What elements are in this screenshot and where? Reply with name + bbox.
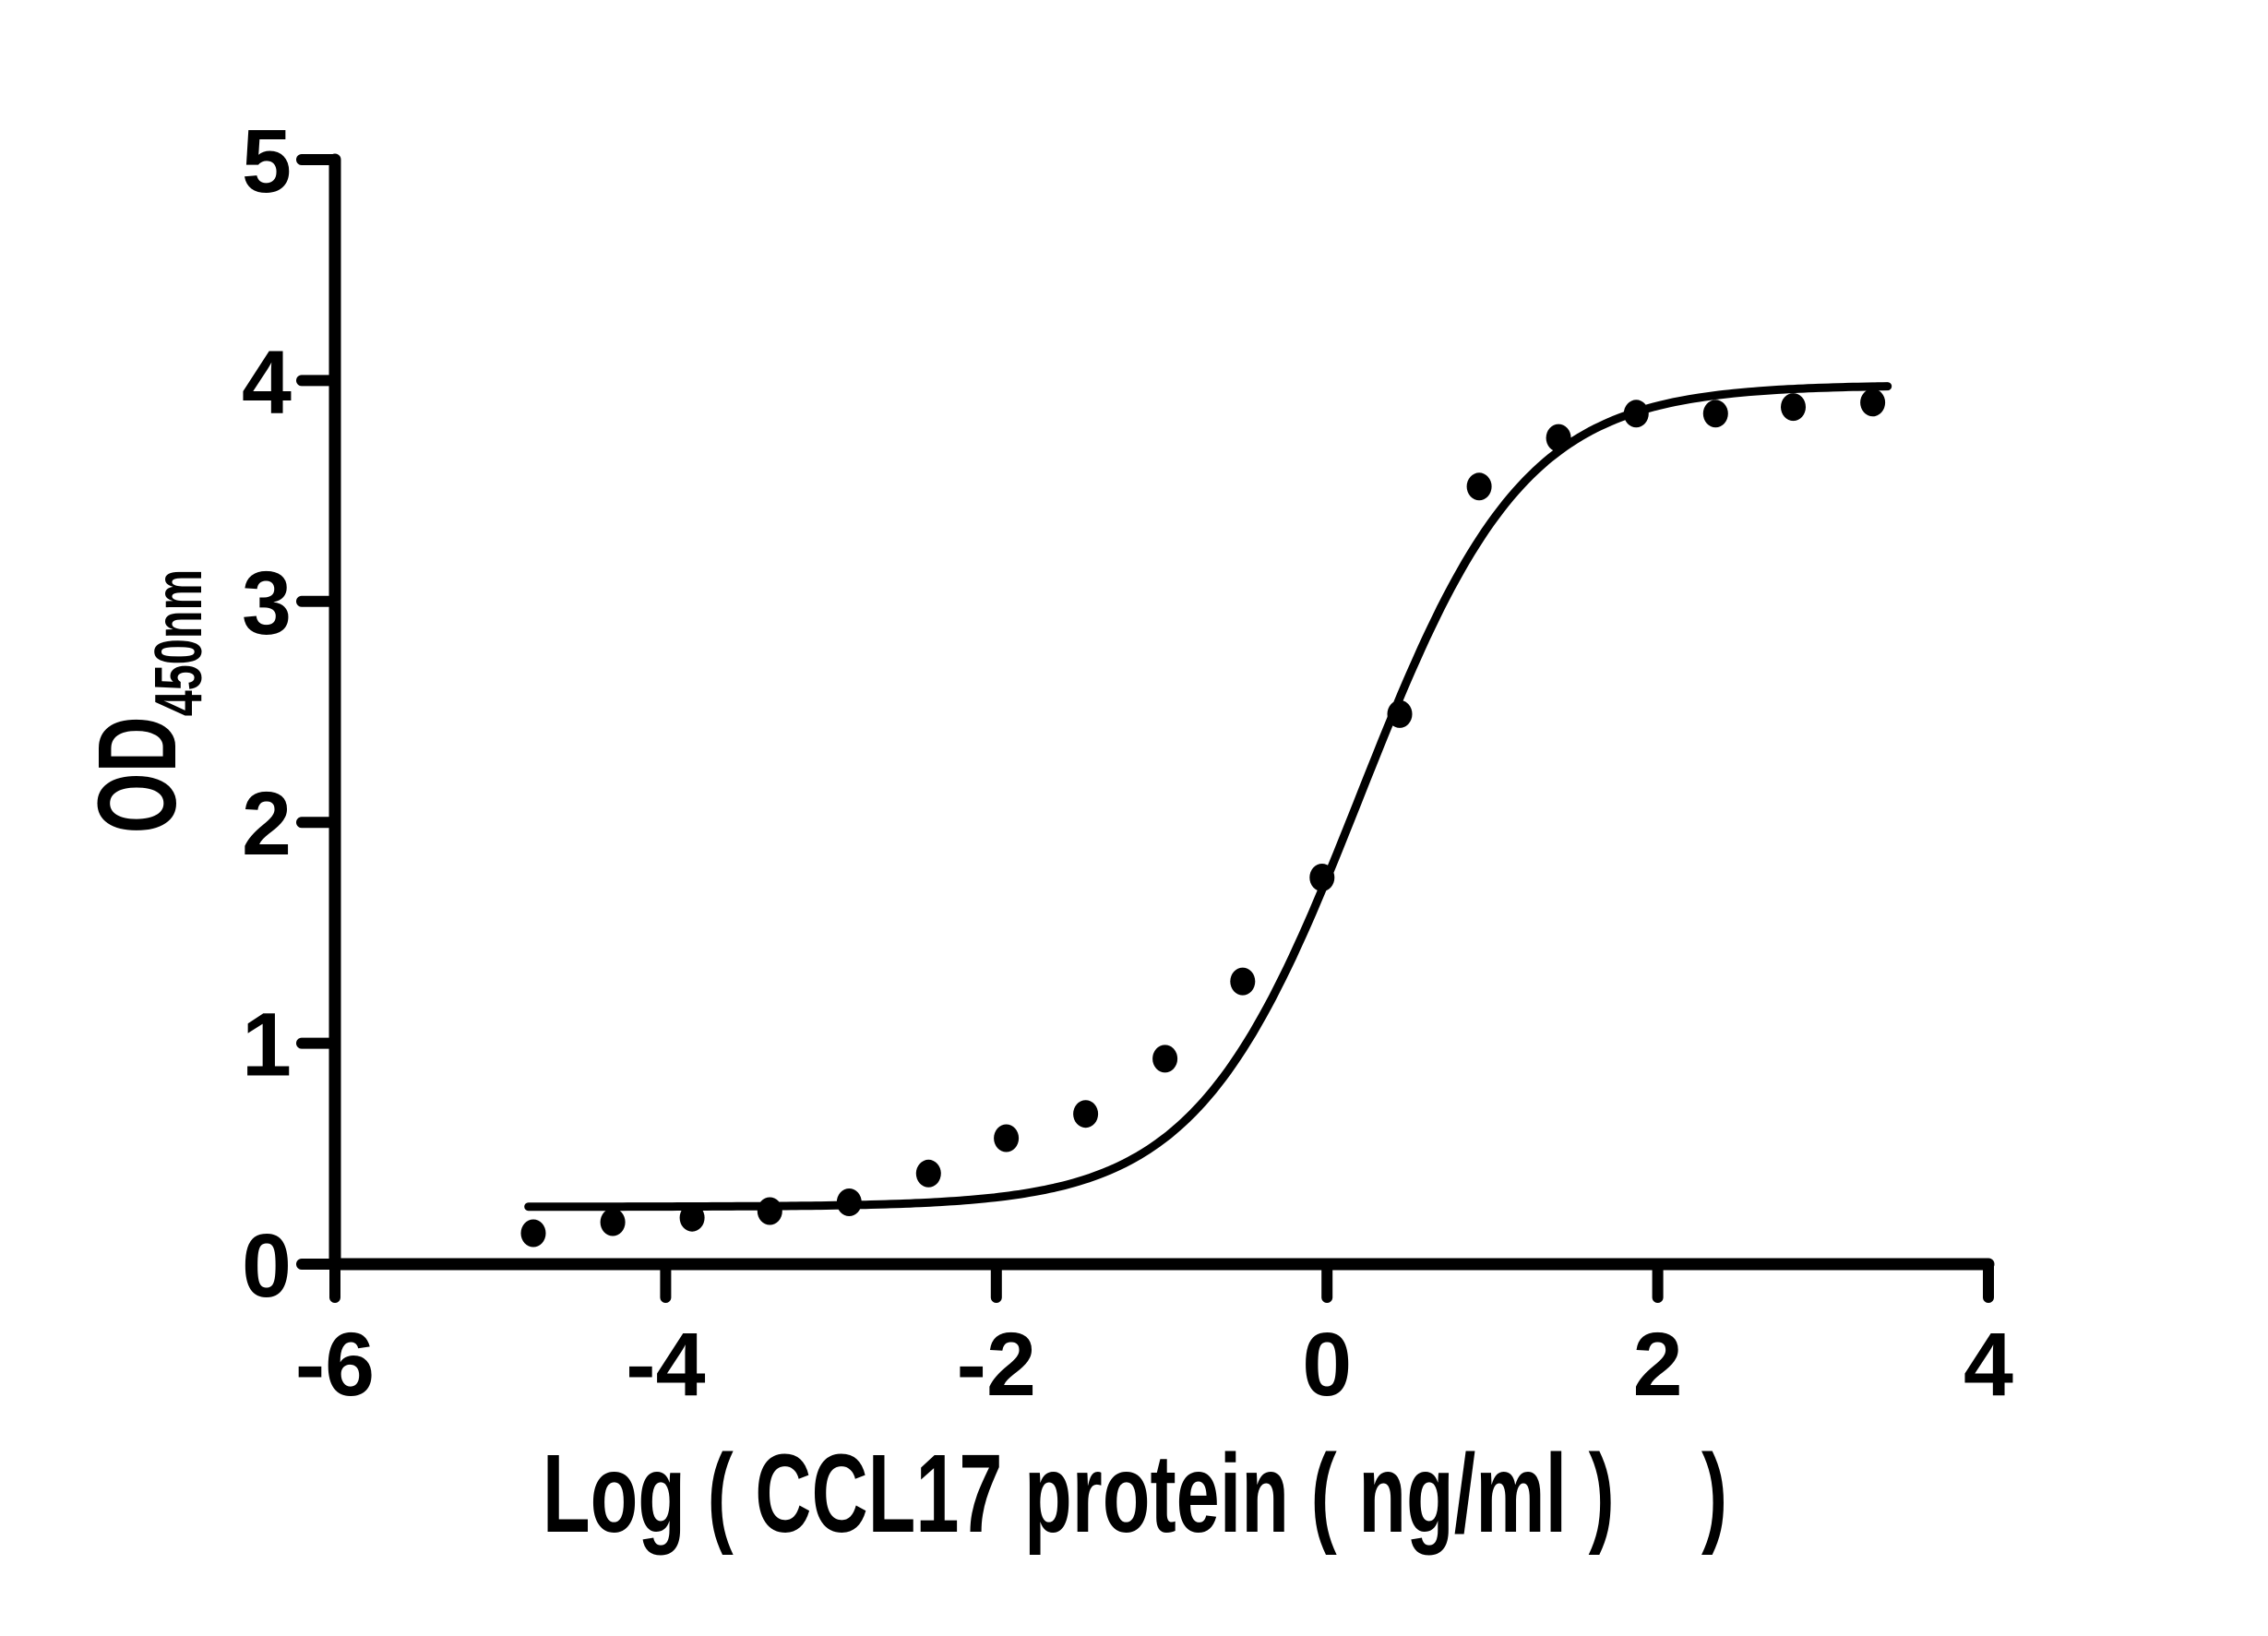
data-point (600, 1208, 626, 1236)
data-point (1623, 400, 1649, 428)
x-tick-label: 0 (1302, 1314, 1352, 1415)
y-tick-label: 5 (242, 111, 292, 211)
x-tick-label: -2 (957, 1314, 1036, 1415)
data-point (1781, 393, 1806, 422)
y-axis-title-main: OD (75, 716, 200, 833)
data-point (1546, 424, 1571, 452)
x-tick-label: -6 (295, 1314, 375, 1415)
data-point (1309, 864, 1335, 891)
data-point (915, 1159, 941, 1188)
data-point (1152, 1045, 1178, 1073)
data-point (520, 1219, 546, 1248)
data-point (1702, 400, 1728, 428)
data-point (1073, 1100, 1099, 1128)
data-point (1860, 388, 1886, 417)
fit-curve (524, 382, 1892, 1212)
data-point (757, 1197, 782, 1225)
data-point (836, 1188, 862, 1216)
data-point (994, 1124, 1020, 1152)
y-tick-label: 2 (242, 773, 292, 874)
x-tick-label: 4 (1964, 1314, 2013, 1415)
data-point (1466, 472, 1492, 501)
y-tick-label: 3 (242, 553, 292, 653)
data-points (520, 388, 1886, 1248)
x-tick-label: -4 (626, 1314, 705, 1415)
x-axis-title: Log ( CCL17 protein ( ng/ml ) ) (543, 1431, 1727, 1557)
y-tick-label: 1 (242, 995, 292, 1095)
x-tick-label: 2 (1633, 1314, 1683, 1415)
x-tick-labels: -6 -4 -2 0 2 4 (295, 1314, 2013, 1415)
data-point (1387, 699, 1413, 728)
data-point (679, 1203, 705, 1232)
y-tick-labels: 0 1 2 3 4 5 (242, 111, 292, 1316)
y-ticks (296, 154, 340, 1270)
y-axis-title-subscript: 450nm (142, 569, 216, 717)
data-point (1230, 967, 1256, 996)
y-tick-label: 4 (242, 331, 292, 432)
y-tick-label: 0 (242, 1215, 292, 1316)
axes (328, 153, 1995, 1271)
y-axis-title: OD450nm (75, 569, 216, 834)
